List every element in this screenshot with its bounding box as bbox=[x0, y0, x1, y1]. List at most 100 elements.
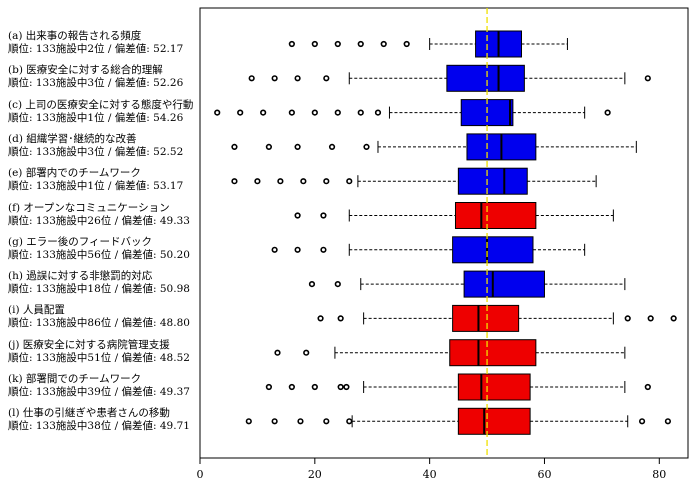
category-stats: 順位: 133施設中56位 / 偏差値: 50.20 bbox=[8, 248, 190, 261]
category-stats: 順位: 133施設中18位 / 偏差値: 50.98 bbox=[8, 283, 190, 296]
outlier-point bbox=[670, 315, 677, 322]
outlier-point bbox=[294, 143, 301, 150]
outlier-point bbox=[265, 143, 272, 150]
outlier-point bbox=[300, 178, 307, 185]
outlier-point bbox=[337, 383, 344, 391]
outlier-point bbox=[664, 418, 672, 425]
x-tick-label: 20 bbox=[308, 468, 322, 481]
outlier-point bbox=[363, 143, 370, 150]
outlier-point bbox=[357, 40, 364, 48]
outlier-point bbox=[288, 383, 295, 391]
outlier-point bbox=[323, 75, 330, 82]
outlier-point bbox=[214, 109, 221, 116]
category-name: (a) 出来事の報告される頻度 bbox=[8, 30, 142, 42]
category-labels: (a) 出来事の報告される頻度 順位: 133施設中2位 / 偏差値: 52.17… bbox=[0, 0, 200, 488]
category-label: (k) 部署間でのチームワーク 順位: 133施設中39位 / 偏差値: 49.3… bbox=[8, 373, 203, 399]
outlier-point bbox=[245, 418, 252, 425]
category-label: (h) 過誤に対する非懲罰的対応 順位: 133施設中18位 / 偏差値: 50.… bbox=[8, 270, 203, 296]
outlier-point bbox=[323, 178, 330, 185]
box bbox=[452, 304, 520, 332]
outlier-point bbox=[343, 383, 350, 391]
outlier-point bbox=[644, 75, 651, 82]
category-label: (g) エラー後のフィードバック 順位: 133施設中56位 / 偏差値: 50.… bbox=[8, 236, 203, 262]
box bbox=[457, 167, 528, 195]
outlier-point bbox=[311, 40, 318, 48]
x-tick-label: 40 bbox=[423, 468, 437, 481]
category-label: (l) 仕事の引継ぎや患者さんの移動 順位: 133施設中38位 / 偏差値: 4… bbox=[8, 407, 203, 433]
category-label: (b) 医療安全に対する総合的理解 順位: 133施設中3位 / 偏差値: 52.… bbox=[8, 64, 203, 90]
outlier-point bbox=[380, 40, 387, 48]
category-label: (f) オープンなコミュニケーション 順位: 133施設中26位 / 偏差値: 4… bbox=[8, 202, 203, 228]
box bbox=[454, 202, 537, 229]
category-label: (e) 部署内でのチームワーク 順位: 133施設中1位 / 偏差値: 53.17 bbox=[8, 167, 203, 193]
outlier-point bbox=[271, 246, 278, 253]
outlier-point bbox=[604, 109, 611, 116]
outlier-point bbox=[294, 212, 301, 219]
outlier-point bbox=[248, 75, 255, 82]
category-stats: 順位: 133施設中3位 / 偏差値: 52.52 bbox=[8, 145, 184, 158]
outlier-point bbox=[277, 178, 284, 185]
outlier-point bbox=[374, 109, 382, 116]
x-tick-label: 0 bbox=[197, 468, 204, 481]
outlier-point bbox=[308, 281, 316, 288]
category-name: (b) 医療安全に対する総合的理解 bbox=[8, 64, 163, 77]
x-tick-label: 60 bbox=[537, 468, 551, 481]
category-name: (j) 医療安全に対する病院管理支援 bbox=[8, 338, 170, 351]
outlier-point bbox=[288, 40, 295, 48]
outlier-point bbox=[320, 212, 327, 219]
outlier-point bbox=[274, 349, 281, 356]
box bbox=[449, 339, 537, 367]
plot-frame bbox=[199, 7, 689, 459]
category-label: (d) 組織学習･継続的な改善 順位: 133施設中3位 / 偏差値: 52.52 bbox=[8, 133, 203, 159]
category-name: (e) 部署内でのチームワーク bbox=[8, 167, 141, 180]
category-name: (i) 人員配置 bbox=[8, 304, 65, 317]
outlier-point bbox=[271, 75, 278, 82]
category-label: (a) 出来事の報告される頻度 順位: 133施設中2位 / 偏差値: 52.17 bbox=[8, 30, 203, 56]
category-stats: 順位: 133施設中86位 / 偏差値: 48.80 bbox=[8, 317, 190, 330]
outlier-point bbox=[271, 418, 278, 425]
category-stats: 順位: 133施設中39位 / 偏差値: 49.37 bbox=[8, 386, 190, 398]
outlier-point bbox=[237, 109, 244, 116]
outlier-point bbox=[334, 40, 341, 48]
box bbox=[452, 236, 534, 264]
outlier-point bbox=[311, 383, 318, 391]
category-label: (i) 人員配置 順位: 133施設中86位 / 偏差値: 48.80 bbox=[8, 304, 203, 330]
outlier-point bbox=[346, 418, 353, 425]
category-name: (l) 仕事の引継ぎや患者さんの移動 bbox=[8, 407, 170, 420]
outlier-point bbox=[260, 109, 267, 116]
category-name: (g) エラー後のフィードバック bbox=[8, 235, 153, 248]
outlier-point bbox=[323, 418, 330, 425]
outlier-point bbox=[317, 315, 324, 322]
category-stats: 順位: 133施設中1位 / 偏差値: 54.26 bbox=[8, 111, 184, 124]
outlier-point bbox=[334, 281, 341, 288]
outlier-point bbox=[254, 178, 261, 185]
category-stats: 順位: 133施設中38位 / 偏差値: 49.71 bbox=[8, 420, 190, 433]
outlier-point bbox=[346, 178, 353, 185]
category-label: (c) 上司の医療安全に対する態度や行動 順位: 133施設中1位 / 偏差値: … bbox=[8, 99, 203, 125]
category-stats: 順位: 133施設中26位 / 偏差値: 49.33 bbox=[8, 214, 190, 227]
category-stats: 順位: 133施設中2位 / 偏差値: 52.17 bbox=[8, 43, 184, 55]
outlier-point bbox=[357, 109, 364, 116]
outlier-point bbox=[403, 40, 410, 48]
outlier-point bbox=[328, 143, 336, 150]
outlier-point bbox=[303, 349, 310, 356]
outlier-point bbox=[320, 246, 327, 253]
outlier-point bbox=[644, 383, 651, 391]
box bbox=[457, 407, 531, 435]
outlier-point bbox=[288, 109, 295, 116]
outlier-point bbox=[334, 109, 341, 116]
outlier-point bbox=[311, 109, 318, 116]
x-tick-label: 80 bbox=[652, 468, 666, 481]
category-name: (c) 上司の医療安全に対する態度や行動 bbox=[8, 98, 194, 111]
category-stats: 順位: 133施設中1位 / 偏差値: 53.17 bbox=[8, 180, 184, 193]
box bbox=[457, 373, 531, 401]
category-stats: 順位: 133施設中3位 / 偏差値: 52.26 bbox=[8, 77, 184, 90]
outlier-point bbox=[297, 418, 304, 425]
box bbox=[446, 64, 525, 92]
outlier-point bbox=[624, 315, 631, 322]
box bbox=[463, 270, 545, 298]
outlier-point bbox=[337, 315, 344, 322]
outlier-point bbox=[231, 178, 238, 185]
category-name: (k) 部署間でのチームワーク bbox=[8, 373, 142, 385]
